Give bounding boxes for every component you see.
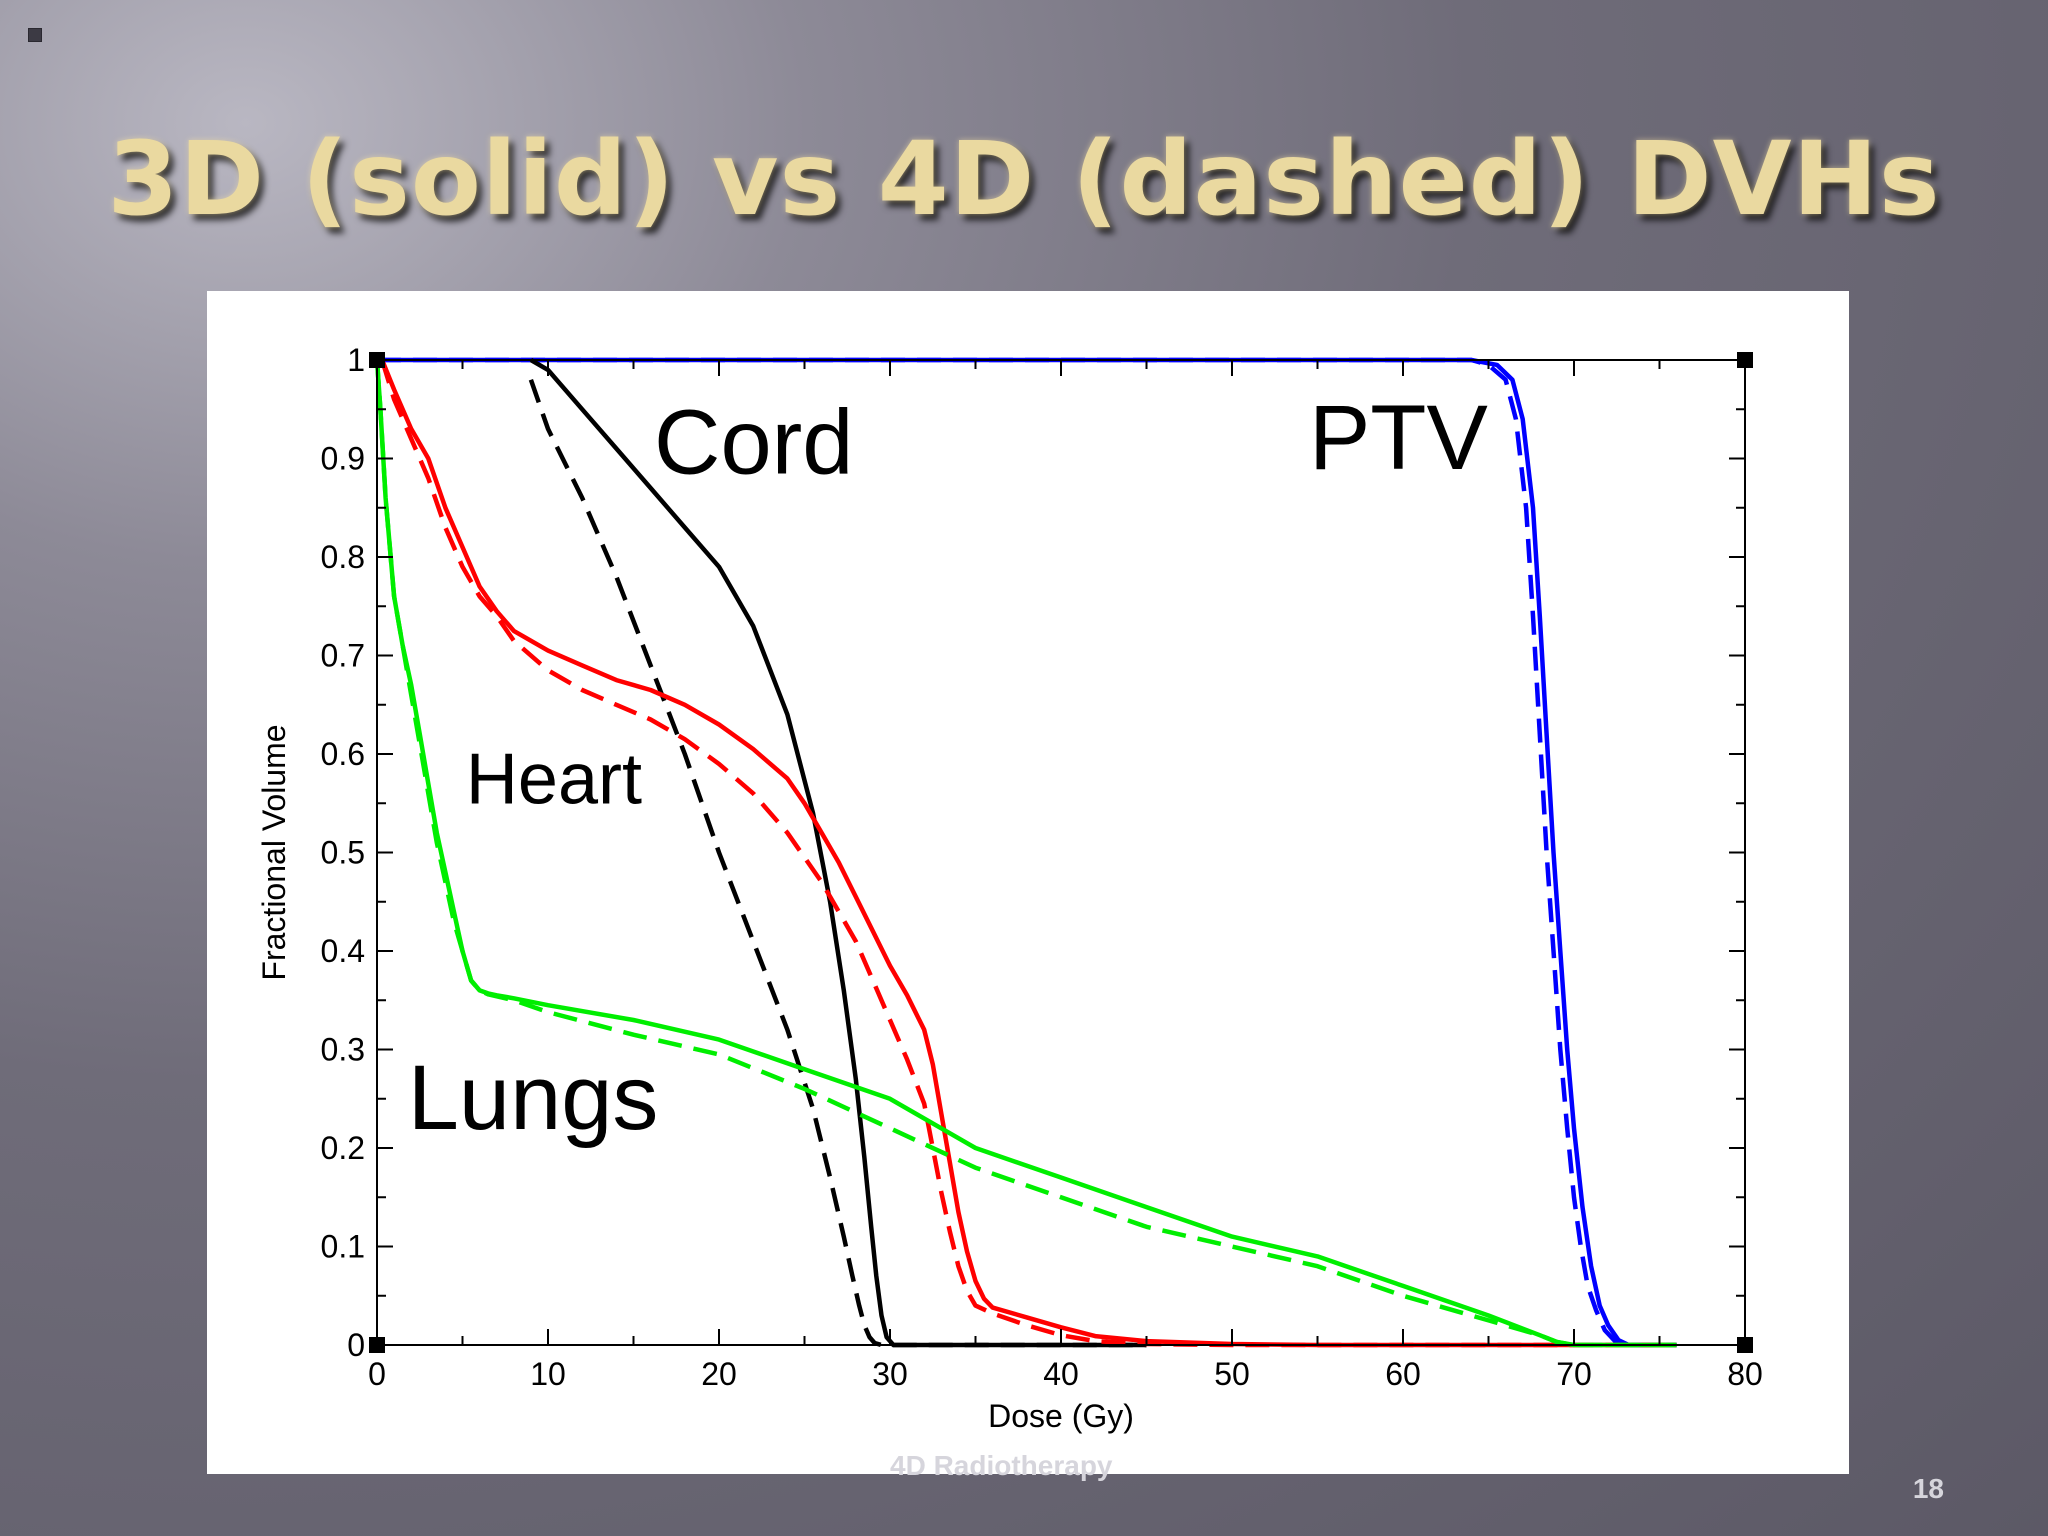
slide-corner-mark	[28, 28, 42, 42]
series-line-5	[379, 359, 1677, 1348]
y-tick-label: 0.6	[321, 736, 365, 772]
x-tick-label: 0	[368, 1356, 386, 1392]
annotation-ptv: PTV	[1309, 387, 1488, 489]
x-axis-label: Dose (Gy)	[988, 1398, 1134, 1434]
y-tick-label: 0.8	[321, 539, 365, 575]
annotation-heart: Heart	[466, 740, 642, 820]
annotations: Cord PTV Heart Lungs	[408, 387, 1488, 1149]
annotation-cord: Cord	[654, 392, 853, 494]
x-tick-label: 40	[1043, 1356, 1079, 1392]
x-tick-label: 20	[701, 1356, 737, 1392]
y-tick-label: 0.1	[321, 1229, 365, 1265]
y-tick-label: 0.5	[321, 835, 365, 871]
tick-marks	[376, 359, 1746, 1346]
series-line-3	[528, 378, 1147, 1348]
y-axis-label: Fractional Volume	[256, 724, 292, 980]
x-tick-label: 80	[1727, 1356, 1763, 1392]
series-line-6	[374, 359, 1677, 1348]
x-tick-label: 30	[872, 1356, 908, 1392]
footer-text: 4D Radiotherapy	[890, 1450, 1113, 1481]
dvh-chart: 0 10 20 30 40 50 60 70 80 0 0.1 0.2 0.3 0.4 0.5 0.6 0.7 0…	[256, 342, 1763, 1434]
series-line-1	[377, 357, 1677, 1348]
y-tick-label: 0	[347, 1327, 365, 1363]
tick-labels: 0 10 20 30 40 50 60 70 80 0 0.1 0.2 0.3 0.4 0.5 0.6 0.7 0…	[321, 342, 1763, 1392]
slide-title: 3D (solid) vs 4D (dashed) DVHs	[107, 120, 1941, 239]
y-tick-label: 0.2	[321, 1130, 365, 1166]
series-line-2	[529, 358, 1147, 1348]
x-tick-label: 60	[1385, 1356, 1421, 1392]
annotation-lungs: Lungs	[408, 1047, 659, 1149]
y-tick-label: 0.4	[321, 933, 365, 969]
plot-frame	[369, 352, 1753, 1353]
chart-panel: 0 10 20 30 40 50 60 70 80 0 0.1 0.2 0.3 0.4 0.5 0.6 0.7 0…	[207, 291, 1849, 1474]
x-tick-label: 50	[1214, 1356, 1250, 1392]
slide-number: 18	[1912, 1473, 1944, 1504]
series-line-4	[380, 359, 1677, 1348]
series-group	[374, 357, 1677, 1348]
x-tick-label: 10	[530, 1356, 566, 1392]
y-tick-label: 0.3	[321, 1032, 365, 1068]
y-tick-label: 1	[347, 342, 365, 378]
y-tick-label: 0.7	[321, 638, 365, 674]
y-tick-label: 0.9	[321, 441, 365, 477]
x-tick-label: 70	[1556, 1356, 1592, 1392]
series-line-7	[374, 359, 1677, 1348]
series-line-0	[377, 357, 1677, 1348]
